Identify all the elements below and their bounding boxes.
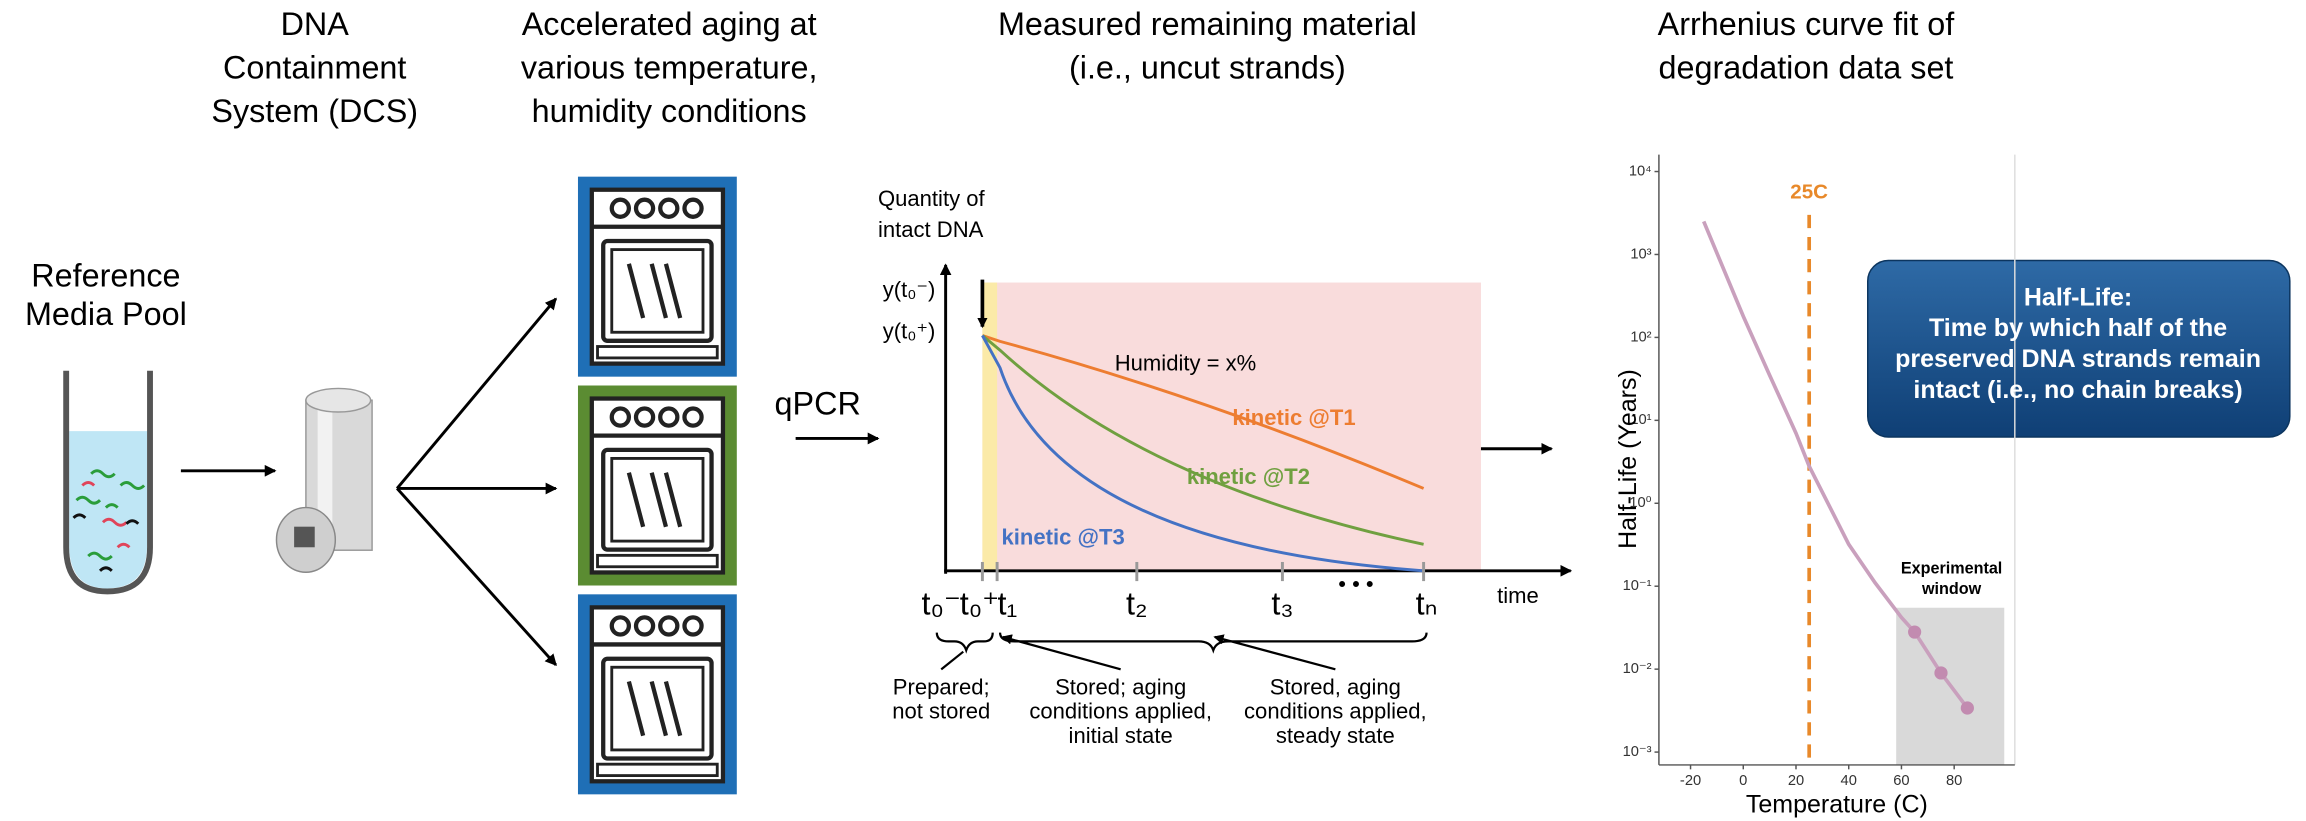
curve-label: kinetic @T3: [1002, 524, 1125, 549]
y-tick-label: 10⁻¹: [1623, 578, 1652, 594]
arrow: [395, 487, 558, 667]
callout-text: Half-Life:: [2024, 283, 2132, 311]
fit-line: [1702, 220, 1969, 710]
y-tick-label: 10⁻³: [1623, 744, 1652, 760]
column-title: various temperature,: [521, 50, 818, 86]
annotation: steady state: [1276, 723, 1395, 748]
arrhenius-chart: Experimental window 10⁴ 10³ 10² 10¹ 10⁰ 10⁻¹ 10⁻…: [1614, 154, 2016, 819]
y-axis-label: intact DNA: [878, 217, 984, 242]
annotation: not stored: [892, 699, 990, 724]
column-title: (i.e., uncut strands): [1069, 50, 1346, 86]
curve-t1: [981, 334, 1425, 490]
brace: [935, 632, 994, 654]
pointer: [1213, 634, 1336, 671]
data-point: [1934, 666, 1948, 680]
column-title: Accelerated aging at: [522, 6, 817, 42]
x-tick-label: t₀⁺: [960, 586, 999, 622]
pool-label: Reference: [31, 258, 180, 294]
x-tick-label: 60: [1893, 773, 1909, 789]
column-title: degradation data set: [1659, 50, 1954, 86]
arrow: [395, 297, 558, 490]
callout-text: intact (i.e., no chain breaks): [1913, 376, 2242, 404]
pointer: [940, 650, 964, 671]
x-tick-label: 80: [1946, 773, 1962, 789]
humidity-label: Humidity = x%: [1115, 351, 1257, 376]
y-tick-label: y(t₀⁻): [883, 277, 936, 302]
annotation: conditions applied,: [1244, 699, 1427, 724]
y-tick-label: 10¹: [1630, 412, 1651, 428]
y-tick-label: 10²: [1630, 329, 1651, 345]
x-tick-label: t₁: [997, 586, 1017, 622]
y-tick-label: 10⁴: [1629, 163, 1652, 179]
data-point: [1960, 701, 1974, 715]
kinetics-plot: [935, 263, 1573, 671]
storage-region: [982, 282, 1481, 571]
y-axis-title: Half-Life (Years): [1614, 369, 1642, 549]
y-tick-label: 10⁻²: [1623, 661, 1652, 677]
qpcr-label: qPCR: [775, 386, 861, 422]
brace: [998, 632, 1428, 654]
x-tick-label: t₂: [1126, 586, 1148, 622]
initial-region: [982, 282, 998, 571]
y-tick-label: y(t₀⁺): [883, 318, 936, 343]
x-tick-label: 0: [1739, 773, 1747, 789]
annotation: Stored, aging: [1270, 674, 1401, 699]
curve-t3: [981, 334, 1424, 573]
callout-box: [1867, 259, 2291, 438]
callout-text: preserved DNA strands remain: [1895, 345, 2261, 373]
ellipsis: • • •: [1338, 571, 1373, 596]
oven: [592, 190, 723, 364]
x-tick-label: tₙ: [1416, 586, 1438, 622]
column-title: Containment: [223, 50, 406, 86]
window-label: window: [1921, 580, 1982, 598]
dcs-canister: [275, 387, 373, 574]
oven: [592, 399, 723, 573]
annotation: conditions applied,: [1029, 699, 1212, 724]
curve-label: kinetic @T2: [1187, 464, 1310, 489]
y-tick-label: 10³: [1630, 246, 1651, 262]
x-axis-title: Temperature (C): [1746, 791, 1928, 819]
window-label: Experimental: [1901, 560, 2002, 578]
oven: [592, 607, 723, 781]
y-axis-label: Quantity of: [878, 186, 985, 211]
data-point: [1908, 625, 1922, 639]
x-tick-label: 20: [1788, 773, 1804, 789]
column-title: Arrhenius curve fit of: [1658, 6, 1956, 42]
x-tick-label: t₀⁻: [921, 586, 960, 622]
column-title: Measured remaining material: [998, 6, 1417, 42]
x-tick-label: t₃: [1271, 586, 1293, 622]
callout-text: Time by which half of the: [1929, 314, 2227, 342]
column-title: humidity conditions: [532, 93, 807, 129]
pool-label: Media Pool: [25, 296, 187, 332]
pointer: [1001, 634, 1121, 671]
x-ticks: [980, 561, 1426, 582]
annotation: Prepared;: [893, 674, 990, 699]
x-axis-label: time: [1497, 583, 1539, 608]
annotation: initial state: [1069, 723, 1173, 748]
y-tick-label: 10⁰: [1629, 495, 1651, 511]
reference-label: 25C: [1790, 180, 1828, 203]
column-title: System (DCS): [211, 93, 418, 129]
annotation: Stored; aging: [1055, 674, 1186, 699]
curve-t2: [981, 334, 1424, 546]
x-tick-label: -20: [1680, 773, 1701, 789]
x-tick-label: 40: [1841, 773, 1857, 789]
column-title: DNA: [281, 6, 350, 42]
test-tube: [63, 370, 153, 595]
curve-label: kinetic @T1: [1232, 405, 1355, 430]
